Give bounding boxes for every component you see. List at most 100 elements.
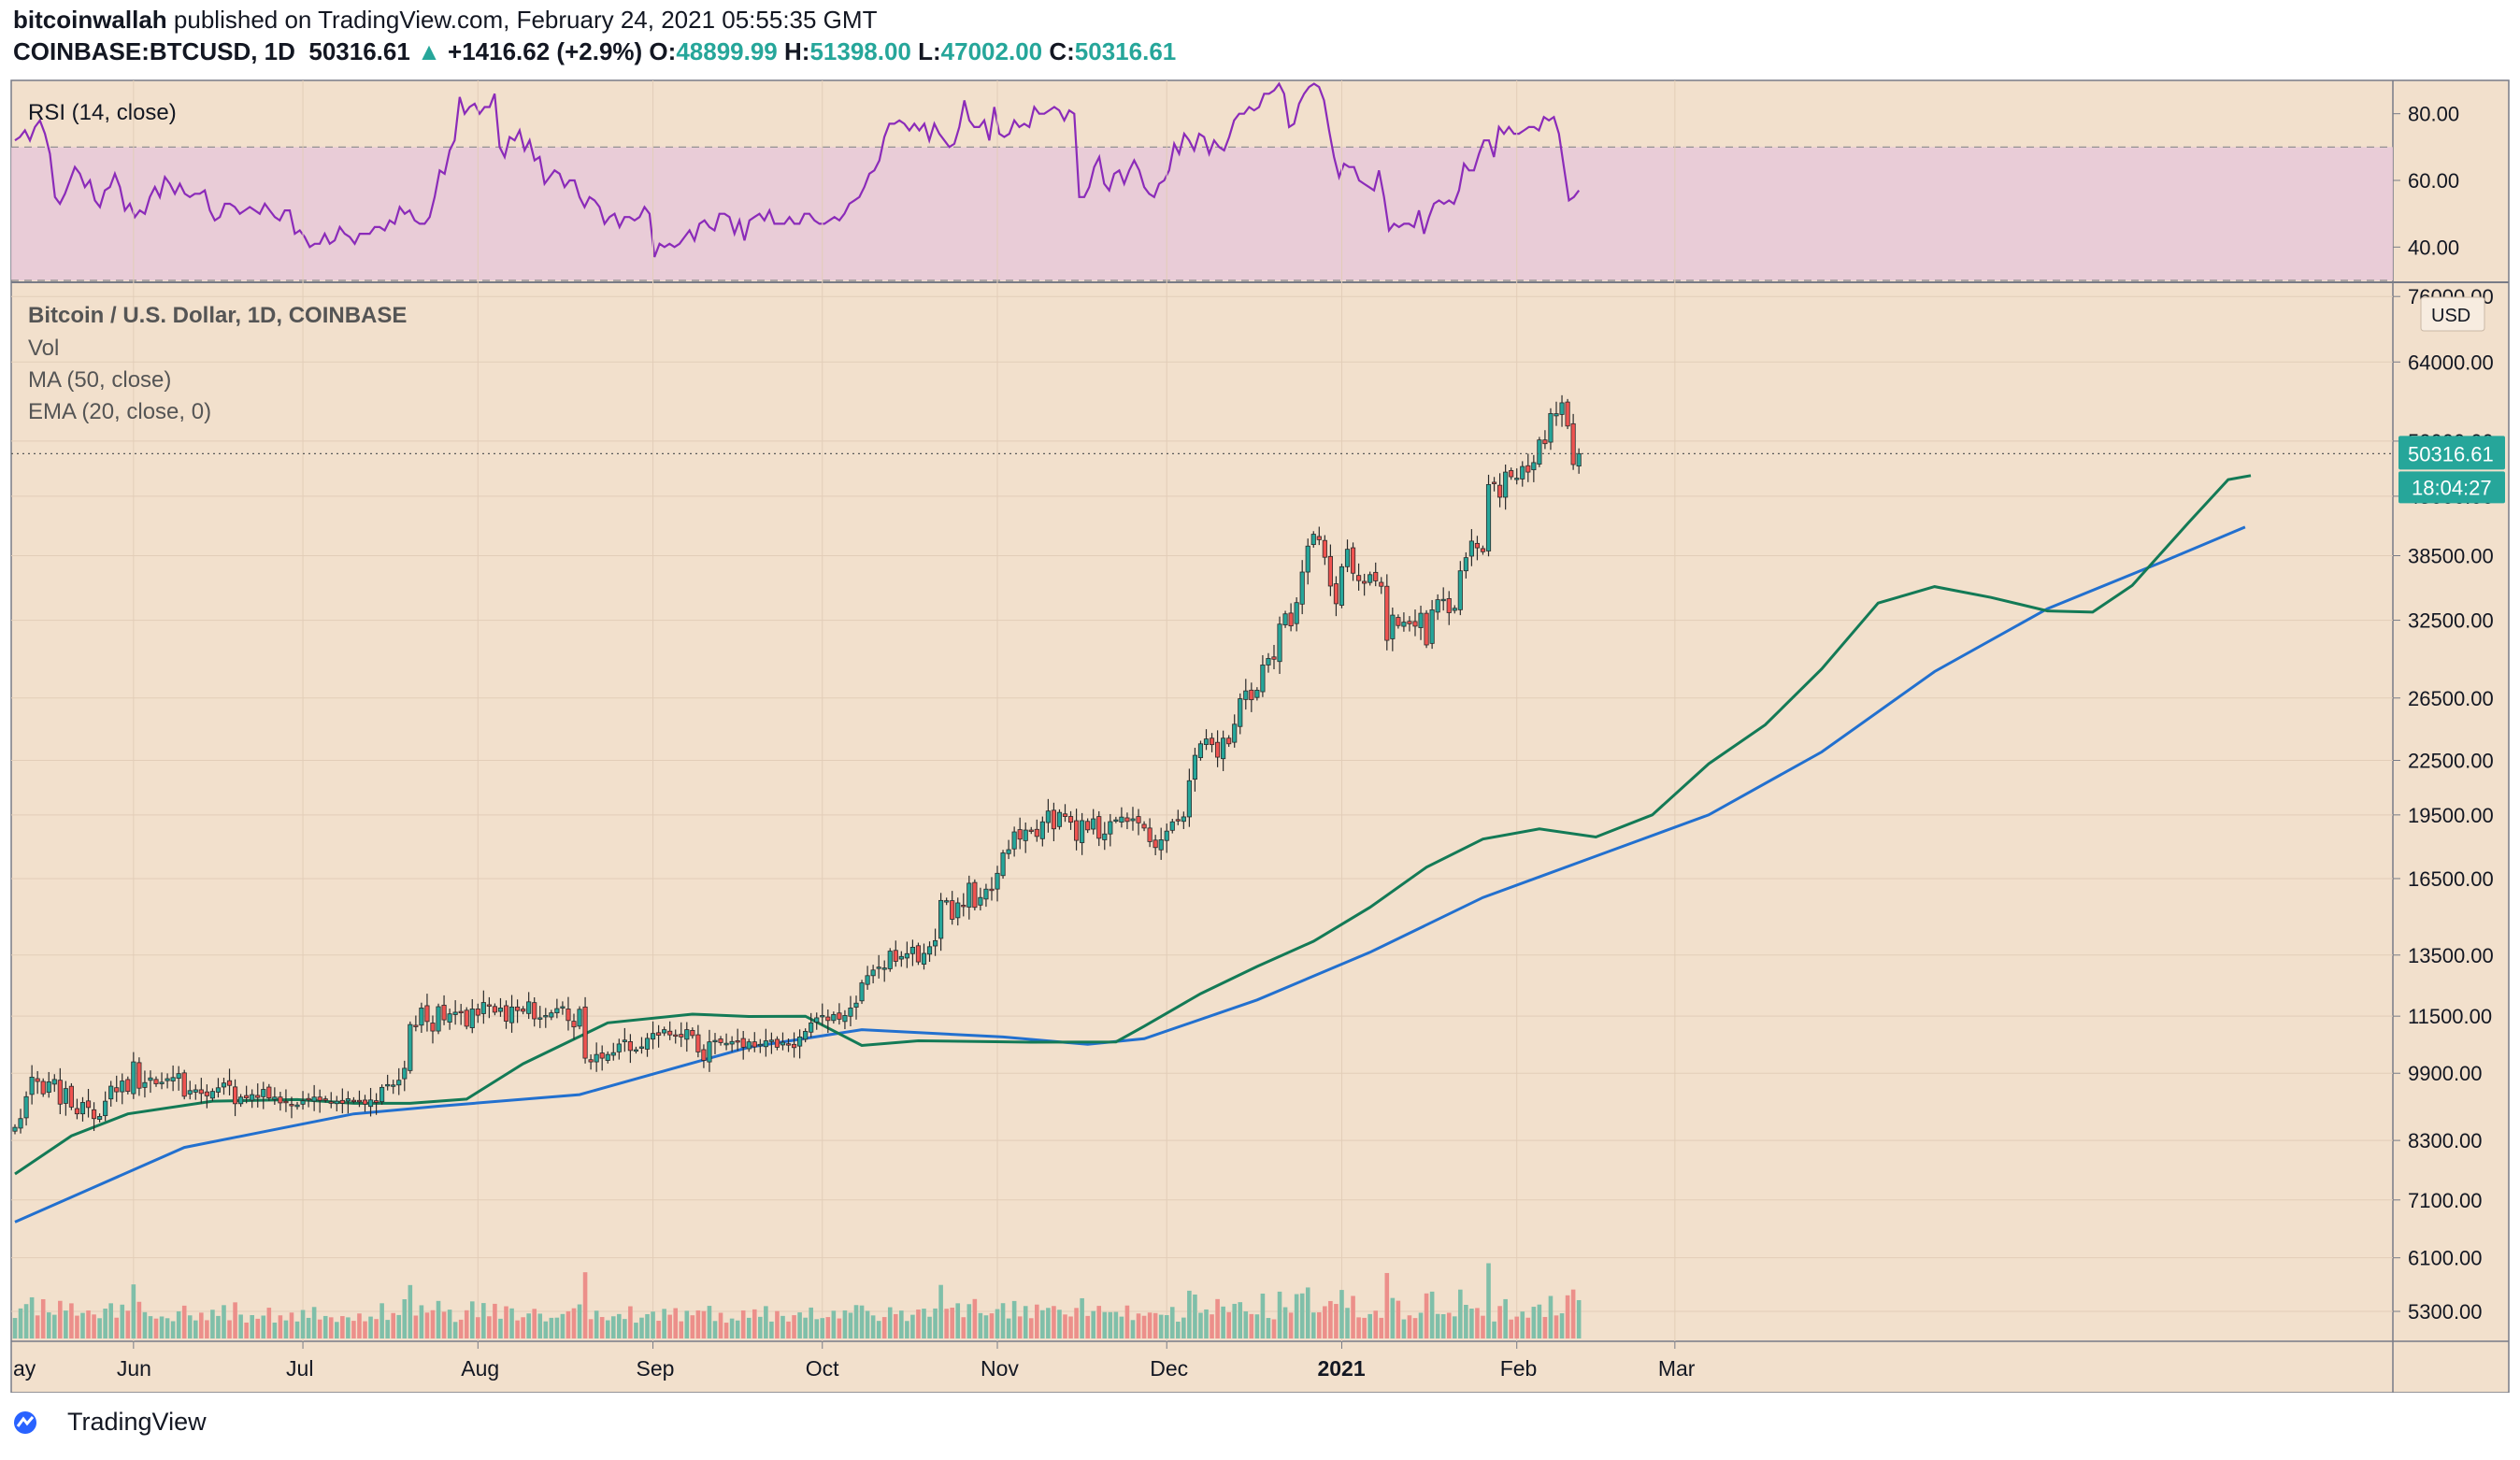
price-tick-label: 38500.00 xyxy=(2408,544,2494,567)
candle-body xyxy=(1565,401,1570,427)
volume-bar xyxy=(1401,1319,1407,1338)
volume-bar xyxy=(441,1311,447,1338)
volume-bar xyxy=(723,1323,729,1338)
high-value: 51398.00 xyxy=(809,37,911,65)
volume-bar xyxy=(222,1305,226,1338)
candle-body xyxy=(1452,608,1457,611)
candle-body xyxy=(1023,829,1028,841)
volume-bar xyxy=(278,1315,283,1338)
candle-body xyxy=(1514,478,1520,480)
candle-body xyxy=(955,902,961,919)
volume-bar xyxy=(306,1317,311,1338)
symbol-label[interactable]: COINBASE:BTCUSD, 1D xyxy=(13,37,295,65)
candle-body xyxy=(989,888,995,892)
volume-bar xyxy=(549,1317,554,1338)
candle-body xyxy=(1266,658,1271,666)
volume-bar xyxy=(667,1314,672,1338)
candle-body xyxy=(46,1081,51,1094)
volume-bar xyxy=(1226,1311,1231,1338)
candle-body xyxy=(266,1086,272,1099)
volume-bar xyxy=(58,1300,63,1338)
volume-bar xyxy=(1481,1315,1485,1338)
candle-body xyxy=(272,1096,278,1100)
close-value: 50316.61 xyxy=(1074,37,1177,65)
candle-body xyxy=(679,1034,684,1038)
volume-bar xyxy=(1373,1310,1379,1338)
candle-body xyxy=(441,1004,447,1021)
candle-body xyxy=(1203,738,1210,745)
volume-bar xyxy=(1130,1320,1136,1338)
volume-bar xyxy=(905,1321,909,1338)
volume-bar xyxy=(1028,1318,1034,1338)
volume-bar xyxy=(1153,1312,1158,1338)
candle-body xyxy=(1440,598,1446,602)
candle-body xyxy=(627,1040,633,1052)
volume-bar xyxy=(780,1315,785,1338)
volume-bar xyxy=(775,1310,780,1338)
candle-body xyxy=(29,1076,35,1095)
candle-body xyxy=(1141,823,1147,829)
candle-body xyxy=(1570,422,1576,465)
volume-bar xyxy=(950,1308,954,1338)
volume-bar xyxy=(317,1319,322,1338)
candle-body xyxy=(809,1022,814,1033)
candle-body xyxy=(475,1009,480,1016)
volume-bar xyxy=(1243,1311,1249,1338)
volume-bar xyxy=(656,1321,661,1338)
candle-body xyxy=(825,1016,831,1022)
volume-bar xyxy=(12,1318,18,1338)
volume-bar xyxy=(1497,1306,1502,1338)
low-label: L: xyxy=(918,37,941,65)
candle-body xyxy=(870,969,876,977)
candle-body xyxy=(1310,534,1316,546)
candle-body xyxy=(198,1089,204,1095)
candle-body xyxy=(537,1017,543,1020)
volume-bar xyxy=(1147,1312,1153,1338)
volume-bar xyxy=(922,1309,926,1338)
volume-bar xyxy=(1136,1313,1141,1338)
candle-body xyxy=(898,955,904,960)
volume-bar xyxy=(18,1308,23,1338)
volume-bar xyxy=(899,1310,904,1338)
candle-body xyxy=(1412,621,1418,627)
volume-bar xyxy=(23,1304,29,1338)
candle-body xyxy=(837,1012,842,1020)
volume-bar xyxy=(1254,1314,1260,1338)
candle-body xyxy=(334,1100,339,1105)
candle-body xyxy=(1407,621,1412,624)
candle-body xyxy=(244,1095,250,1099)
volume-bar xyxy=(1074,1308,1079,1338)
volume-bar xyxy=(1023,1306,1028,1338)
candle-body xyxy=(577,1009,582,1027)
candle-body xyxy=(1350,547,1356,574)
candle-body xyxy=(859,982,865,1002)
volume-bar xyxy=(199,1312,204,1338)
volume-bar xyxy=(701,1310,707,1338)
candle-body xyxy=(328,1101,334,1104)
volume-bar xyxy=(1345,1308,1350,1338)
tradingview-footer[interactable]: TradingView xyxy=(13,1408,207,1437)
time-tick-label: Sep xyxy=(637,1356,675,1381)
volume-bar xyxy=(870,1315,876,1338)
candle-body xyxy=(961,905,966,908)
tradingview-brand: TradingView xyxy=(67,1408,207,1436)
candle-body xyxy=(391,1084,396,1087)
volume-bar xyxy=(1204,1309,1209,1338)
candle-body xyxy=(1485,483,1492,551)
candle-body xyxy=(492,1006,498,1013)
volume-bar xyxy=(995,1309,1000,1338)
volume-bar xyxy=(1006,1318,1011,1338)
candle-body xyxy=(1429,609,1435,644)
indicator-label: Vol xyxy=(28,336,59,361)
author-name[interactable]: bitcoinwallah xyxy=(13,6,167,34)
volume-bar xyxy=(1339,1290,1344,1338)
volume-bar xyxy=(402,1299,408,1338)
volume-bar xyxy=(1080,1297,1084,1338)
candle-body xyxy=(181,1072,187,1097)
volume-bar xyxy=(165,1318,170,1338)
candle-body xyxy=(458,1010,464,1014)
candle-body xyxy=(831,1013,837,1022)
volume-bar xyxy=(1412,1318,1418,1338)
volume-bar xyxy=(283,1320,289,1338)
